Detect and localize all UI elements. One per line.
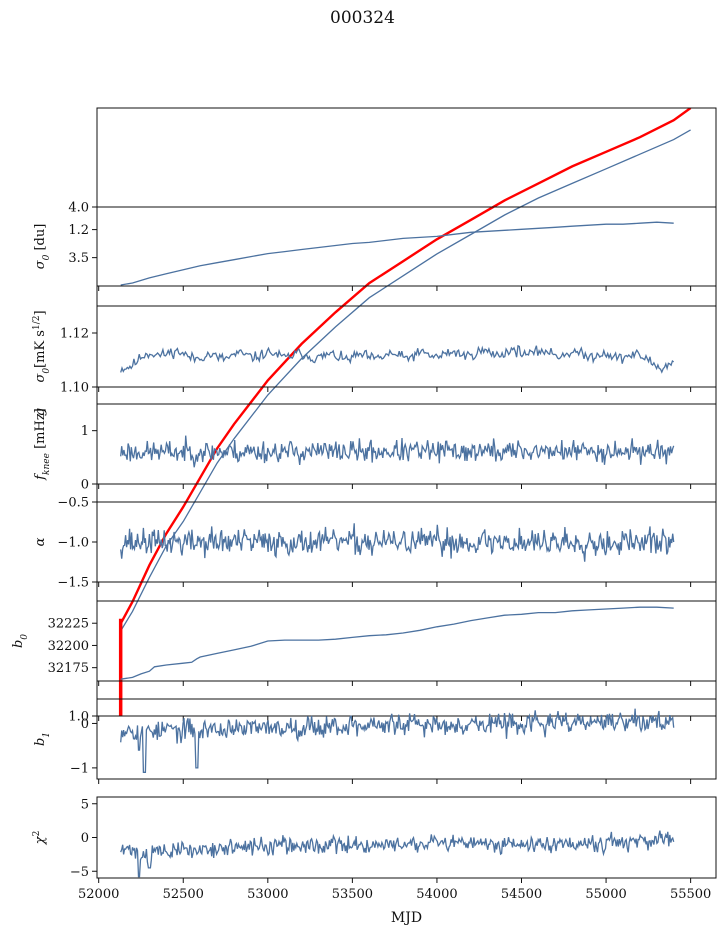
y-tick-label: 32200: [48, 639, 89, 654]
y-axis-label-g: g: [33, 408, 48, 416]
y-axis-label-fknee: fknee [mHz]: [33, 408, 52, 481]
y-axis-label-sigma0-mk: σ0[mK s1/2]: [32, 310, 52, 382]
x-tick-label: 55500: [670, 887, 711, 902]
panel-frame: [96, 107, 717, 717]
panel-g-lines: [118, 108, 692, 716]
y-tick-label: 1.2: [68, 223, 89, 238]
y-tick-label: 4.0: [68, 201, 89, 216]
y-tick-label: 32175: [48, 661, 89, 676]
panel-alpha-lines: [120, 523, 675, 562]
series-line-chi2-0: [120, 830, 675, 878]
panel-sigma0-mk: 1.10 1.12 σ0[mK s1/2]: [32, 305, 717, 396]
series-line-g-0: [120, 129, 691, 632]
x-tick-label: 52500: [163, 887, 204, 902]
panel-sigma0-mk-lines: [120, 344, 675, 374]
y-axis-label-chi2: χ2: [32, 831, 48, 846]
panel-g: 1.0 1.2 g: [33, 107, 717, 725]
panel-b0-lines: [120, 606, 674, 680]
series-line-fknee-0: [120, 435, 675, 468]
y-tick-label: 32225: [48, 617, 89, 632]
y-tick-label: 1.0: [68, 710, 89, 725]
panel-fknee: 0 1 fknee [mHz]: [33, 403, 717, 493]
x-tick-label: 54500: [501, 887, 542, 902]
panel-frame: [96, 796, 717, 879]
panel-sigma0-du-lines: [120, 221, 674, 286]
panel-b0: 32175 32200 32225 b0: [11, 600, 717, 686]
panel-frame: [96, 600, 717, 682]
series-line-alpha-0: [120, 523, 675, 562]
panel-chi2-lines: [120, 830, 675, 878]
panel-frame: [96, 698, 717, 780]
y-tick-label: 0: [81, 478, 89, 493]
y-tick-label: 3.5: [68, 251, 89, 266]
panel-sigma0-du: 3.5 4.0 σ0 [du]: [33, 201, 717, 291]
panel-fknee-lines: [120, 435, 675, 468]
series-line-b0-0: [120, 606, 674, 680]
y-tick-label: 0: [81, 717, 89, 732]
y-tick-label: −1.5: [57, 576, 89, 591]
series-line-sigma0-mk-0: [120, 344, 675, 374]
y-tick-label: 5: [81, 797, 89, 812]
x-tick-label: 54000: [416, 887, 457, 902]
x-tick-label: 52000: [78, 887, 119, 902]
figure-title: 000324: [330, 8, 395, 28]
panel-b1-lines: [120, 708, 675, 773]
y-axis-label-b1: b1: [33, 732, 52, 746]
y-tick-label: 1: [81, 424, 89, 439]
y-tick-label: 1.10: [60, 381, 89, 396]
panel-frame: [96, 403, 717, 485]
x-tick-label: 53000: [247, 887, 288, 902]
panel-chi2: −5 0 5 52000 52500 53000 53500 54000 54500 55000 5…: [32, 796, 717, 902]
panel-b1: −1 0 b1: [33, 698, 717, 784]
y-tick-label: −1.0: [57, 536, 89, 551]
y-axis-label-sigma0-du: σ0 [du]: [33, 224, 52, 270]
y-tick-label: −5: [70, 865, 89, 880]
y-tick-label: −1: [70, 761, 89, 776]
x-axis-label: MJD: [391, 910, 422, 926]
y-axis-label-b0: b0: [11, 634, 30, 648]
series-line-g-1: [119, 108, 692, 625]
y-tick-label: 1.12: [60, 327, 89, 342]
x-tick-label: 53500: [332, 887, 373, 902]
y-tick-label: 0: [81, 831, 89, 846]
y-tick-label: −0.5: [57, 496, 89, 511]
panel-frame: [96, 206, 717, 287]
panel-frame: [96, 305, 717, 388]
series-line-sigma0-du-0: [120, 221, 674, 286]
series-line-b1-0: [120, 708, 675, 773]
y-axis-label-alpha: α: [33, 537, 48, 546]
panel-alpha: −1.5 −1.0 −0.5 α: [33, 496, 717, 591]
x-tick-label: 55000: [585, 887, 626, 902]
